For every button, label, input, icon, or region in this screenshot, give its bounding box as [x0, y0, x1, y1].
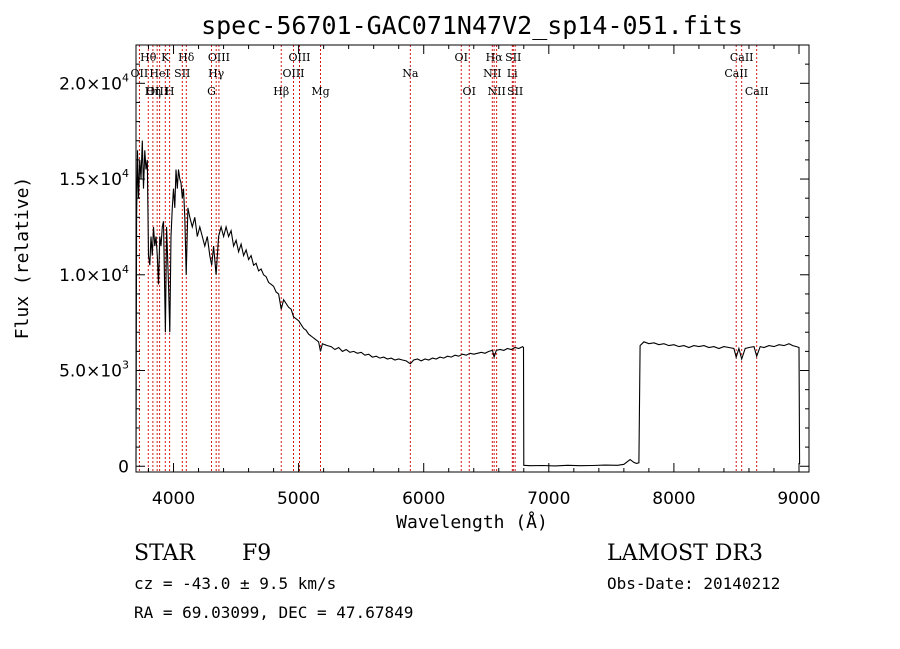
y-tick-label: 2.0×104	[59, 71, 129, 94]
spectral-line-label: CaII	[745, 85, 769, 98]
x-tick-label: 5000	[277, 489, 320, 509]
spectral-line-markers	[138, 45, 758, 472]
survey-label: LAMOST DR3	[607, 541, 763, 566]
x-tick-label: 4000	[152, 489, 195, 509]
subclass: F9	[242, 541, 271, 566]
spectral-line-label: OII	[131, 67, 149, 80]
spectral-line-label: K	[161, 51, 170, 64]
spectral-line-label: H	[165, 85, 175, 98]
plot-frame	[135, 44, 810, 473]
spectral-line-label: HeI	[149, 67, 169, 80]
chart-title: spec-56701-GAC071N47V2_sp14-051.fits	[201, 11, 743, 40]
x-tick-label: 9000	[777, 489, 820, 509]
y-tick-label: 1.5×104	[59, 167, 129, 190]
spectral-line-label: Li	[507, 67, 518, 80]
y-axis-label: Flux (relative)	[12, 177, 33, 340]
spectral-line-label: Hβ	[273, 85, 289, 98]
x-axis-ticks: 4000 5000 6000 7000 8000 9000	[148, 45, 821, 509]
y-tick-label: 5.0×103	[59, 359, 129, 382]
spectral-line-label: SII	[507, 85, 523, 98]
y-tick-label: 1.0×104	[59, 263, 129, 286]
obs-date-text: Obs-Date: 20140212	[607, 574, 780, 593]
spectral-line-label: Hγ	[208, 67, 225, 80]
object-class: STAR	[134, 541, 196, 566]
coords-text: RA = 69.03099, DEC = 47.67849	[134, 603, 413, 622]
spectral-line-label: OIII	[208, 51, 230, 64]
spectral-line-label: Hη	[145, 85, 161, 98]
spectral-line-label: OIII	[282, 67, 304, 80]
spectral-line-label: Hα	[486, 51, 504, 64]
spectral-line-label: NII	[483, 67, 501, 80]
spectral-line-label: OIII	[146, 85, 168, 98]
x-tick-label: 7000	[527, 489, 570, 509]
spectral-line-label: OI	[463, 85, 476, 98]
spectral-line-label: CaII	[724, 67, 748, 80]
spectral-line-label: Hθ	[140, 51, 157, 64]
redshift-text: cz = -43.0 ± 9.5 km/s	[134, 574, 336, 593]
spectral-line-label: SII	[174, 67, 190, 80]
spectral-line-label: NII	[487, 85, 505, 98]
spectral-line-label: OIII	[288, 51, 310, 64]
x-axis-label: Wavelength (Å)	[396, 511, 548, 533]
spectral-line-label: OI	[455, 51, 468, 64]
spectral-line-label: G	[207, 85, 216, 98]
spectral-line-label: Na	[402, 67, 419, 80]
y-axis-ticks: 0 5.0×103 1.0×104 1.5×104 2.0×104	[59, 63, 809, 477]
spectral-line-label: Mg	[311, 85, 329, 98]
y-tick-label: 0	[118, 457, 129, 477]
spectrum-series-line	[135, 140, 801, 467]
spectral-line-label: SII	[505, 51, 521, 64]
x-tick-label: 6000	[402, 489, 445, 509]
spectral-line-label: CaII	[730, 51, 754, 64]
x-tick-label: 8000	[652, 489, 695, 509]
spectral-line-label: Hδ	[178, 51, 195, 64]
